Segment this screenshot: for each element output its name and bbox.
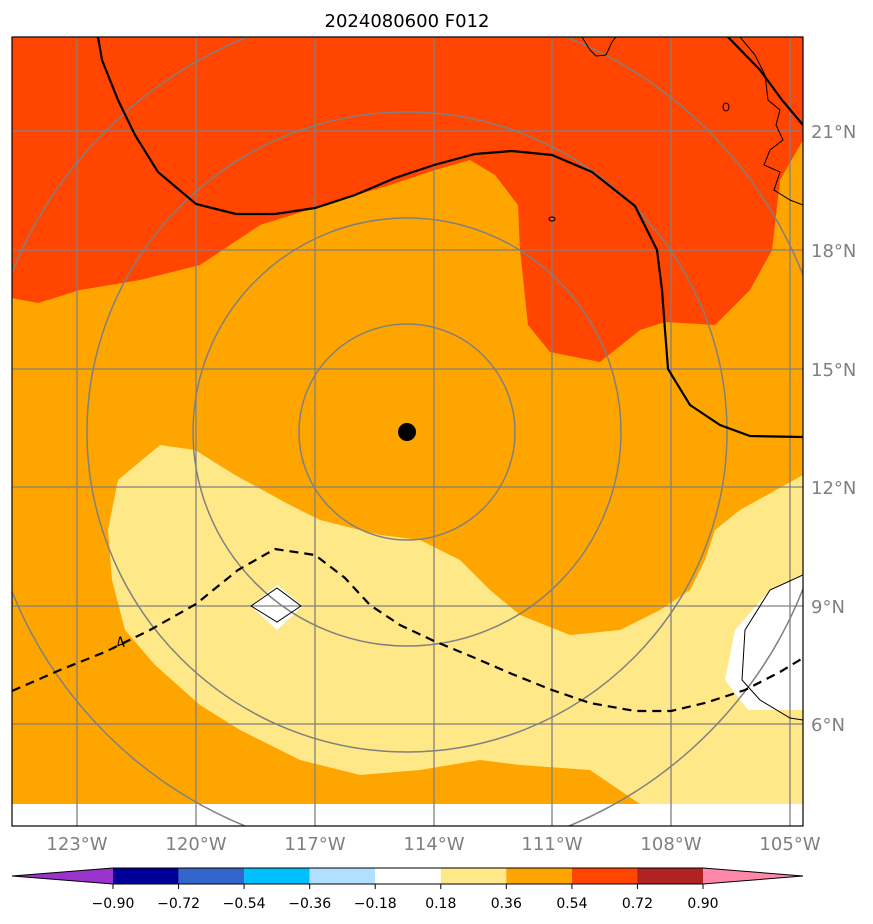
map-area: 4: [12, 37, 803, 826]
lat-label: 12°N: [811, 478, 856, 499]
lat-label: 9°N: [811, 597, 845, 618]
colorbar-bin: [506, 868, 572, 884]
colorbar-bin: [178, 868, 245, 884]
graticule: [12, 37, 803, 826]
colorbar-tick-label: −0.36: [288, 896, 331, 912]
field-low-region: [108, 445, 803, 804]
colorbar-under-triangle: [12, 868, 113, 884]
colorbar-bin: [440, 868, 507, 884]
lat-label: 6°N: [811, 715, 845, 736]
range-rings: [12, 37, 803, 826]
colorbar-bin: [571, 868, 638, 884]
contour-solid-north: [96, 37, 803, 439]
field-missing-strip: [12, 804, 803, 826]
colorbar-tick-label: 0.72: [622, 896, 653, 912]
colorbar-over-triangle: [703, 868, 803, 884]
lat-label: 21°N: [811, 122, 856, 143]
field-high-region: [12, 37, 803, 362]
lon-label: 117°W: [284, 834, 345, 855]
field-white-region-east: [725, 575, 803, 710]
colorbar-tick-label: 0.90: [687, 896, 718, 912]
colorbar-bin: [244, 868, 310, 884]
colorbar-bin: [375, 868, 441, 884]
map-title: 2024080600 F012: [325, 11, 490, 32]
contour-dashed: [12, 547, 803, 713]
storm-center-marker: [398, 423, 416, 441]
lon-label: 123°W: [46, 834, 107, 855]
lon-label: 114°W: [403, 834, 464, 855]
colorbar-tick-label: −0.90: [92, 896, 135, 912]
colorbar-bin: [637, 868, 703, 884]
colorbar-tick-label: −0.18: [354, 896, 397, 912]
colorbar-bin: [113, 868, 179, 884]
colorbar-tick-label: −0.72: [157, 896, 200, 912]
lon-label: 120°W: [165, 834, 226, 855]
colorbar-bin: [309, 868, 376, 884]
colorbar-tick-label: 0.36: [491, 896, 522, 912]
colorbar: −0.90 −0.72 −0.54 −0.36 −0.18 0.18 0.36 …: [11, 867, 804, 912]
colorbar-tick-label: 0.18: [425, 896, 456, 912]
field-white-patch: [251, 585, 303, 630]
colorbar-tick-label: −0.54: [223, 896, 266, 912]
colorbar-ticks: [112, 884, 704, 889]
lon-label: 108°W: [640, 834, 701, 855]
contour-solid-northeast: [727, 37, 803, 126]
latitude-labels: 21°N 18°N 15°N 12°N 9°N 6°N: [811, 122, 856, 736]
lon-label: 111°W: [521, 834, 582, 855]
lat-label: 15°N: [811, 360, 856, 381]
colorbar-tick-label: 0.54: [556, 896, 587, 912]
longitude-labels: 123°W 120°W 117°W 114°W 111°W 108°W 105°…: [46, 834, 820, 855]
lon-label: 105°W: [759, 834, 820, 855]
map-frame: [11, 36, 804, 827]
lat-label: 18°N: [811, 241, 856, 262]
